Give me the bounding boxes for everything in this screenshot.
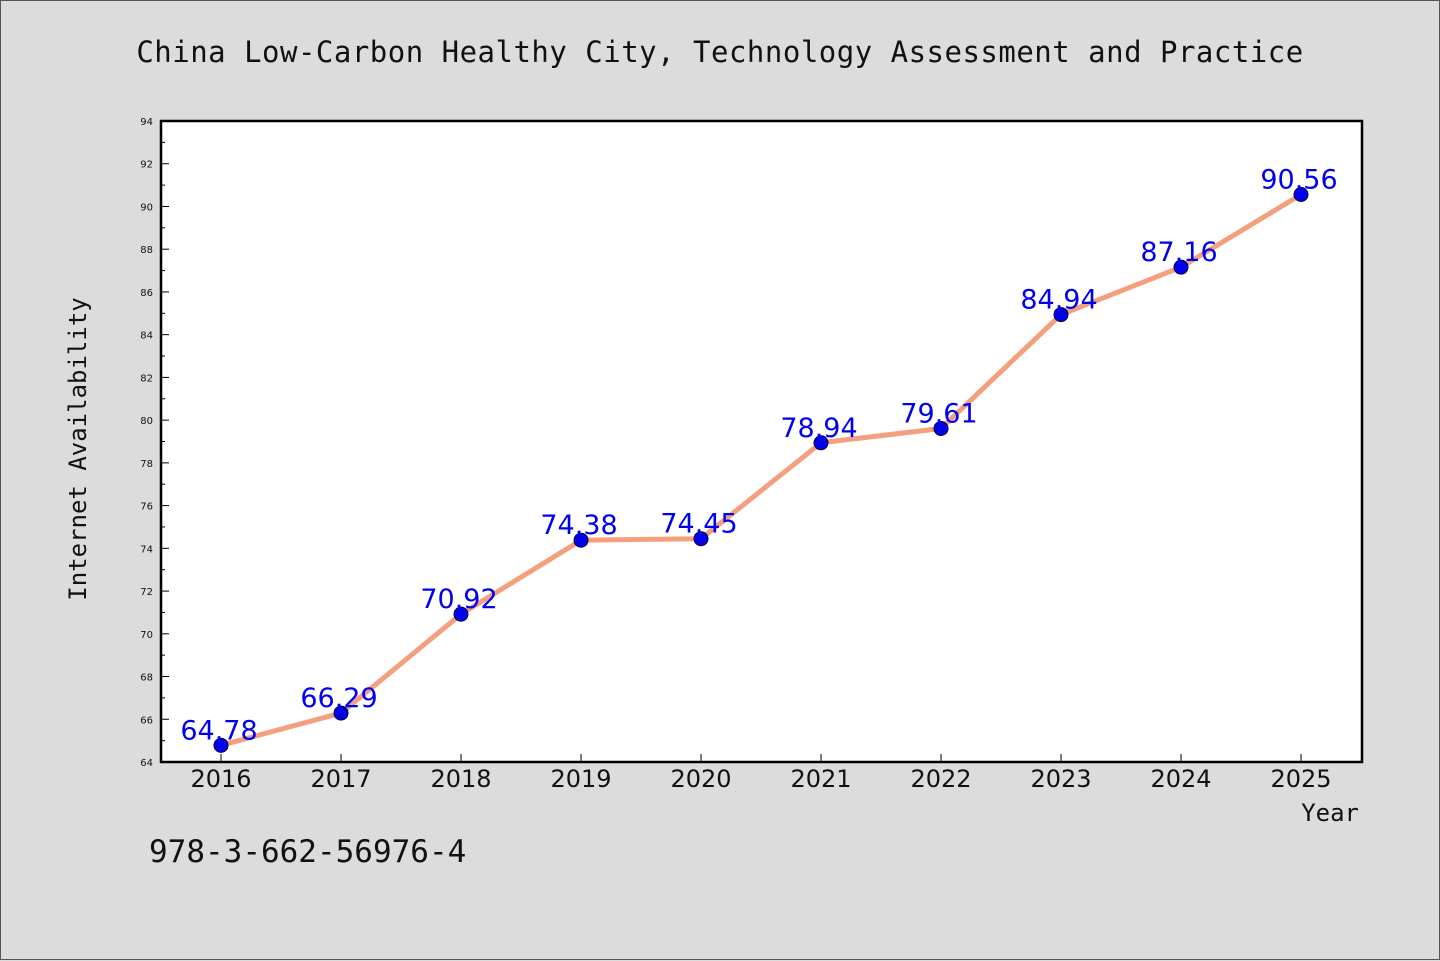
data-label: 64.78 [180,715,257,746]
y-tick-label: 78 [140,459,153,470]
y-tick-label: 70 [140,630,153,641]
data-point [1053,307,1069,323]
y-tick-label: 64 [140,758,153,769]
x-tick-label: 2019 [550,765,611,793]
data-point [813,435,829,451]
series-line-group [220,192,1303,748]
y-tick-label: 76 [140,502,153,513]
y-tick-label: 90 [140,202,153,213]
x-tick-label: 2025 [1270,765,1331,793]
x-tick-label: 2024 [1150,765,1211,793]
x-tick-label: 2023 [1030,765,1091,793]
data-point [1293,187,1309,203]
data-label: 84.94 [1020,285,1097,316]
y-axis-ticks: 64 66 68 70 72 74 76 78 80 82 84 86 88 90 92 94 [140,117,169,769]
data-point [453,606,469,622]
data-point [1173,259,1189,275]
data-label: 79.61 [900,398,977,429]
y-tick-label: 84 [140,331,153,342]
y-axis-label: Internet Availability [64,297,92,600]
data-labels: 64.78 66.29 70.92 74.38 74.45 78.94 79.61 84.94… [180,165,1337,747]
data-point [693,531,709,547]
y-tick-label: 92 [140,160,153,171]
data-label: 66.29 [300,683,377,714]
plot-area [159,119,1364,764]
data-label: 87.16 [1140,237,1217,268]
x-axis-ticks: 2016 2017 2018 2019 2020 2021 2022 2023 2024 2025 [190,754,1332,793]
series-line [220,192,1303,748]
data-label: 70.92 [420,584,497,615]
data-label: 78.94 [780,413,857,444]
y-tick-label: 82 [140,373,153,384]
data-point [933,420,949,436]
data-label: 74.38 [540,510,617,541]
x-axis-label: Year [1301,799,1359,827]
isbn-text: 978-3-662-56976-4 [149,834,467,870]
y-tick-label: 86 [140,288,153,299]
y-tick-label: 88 [140,245,153,256]
x-tick-label: 2016 [190,765,251,793]
y-tick-label: 80 [140,416,153,427]
y-tick-label: 68 [140,673,153,684]
x-tick-label: 2021 [790,765,851,793]
data-markers [213,187,1309,753]
y-tick-label: 66 [140,715,153,726]
data-label: 90.56 [1260,165,1337,196]
x-tick-label: 2020 [670,765,731,793]
x-tick-label: 2022 [910,765,971,793]
data-point [213,737,229,753]
data-point [333,705,349,721]
x-tick-label: 2018 [430,765,491,793]
y-tick-label: 74 [140,544,153,555]
y-tick-label: 94 [140,117,153,128]
y-tick-label: 72 [140,587,153,598]
x-tick-label: 2017 [310,765,371,793]
chart-title: China Low-Carbon Healthy City, Technolog… [136,35,1304,69]
data-point [573,532,589,548]
data-label: 74.45 [660,509,737,540]
